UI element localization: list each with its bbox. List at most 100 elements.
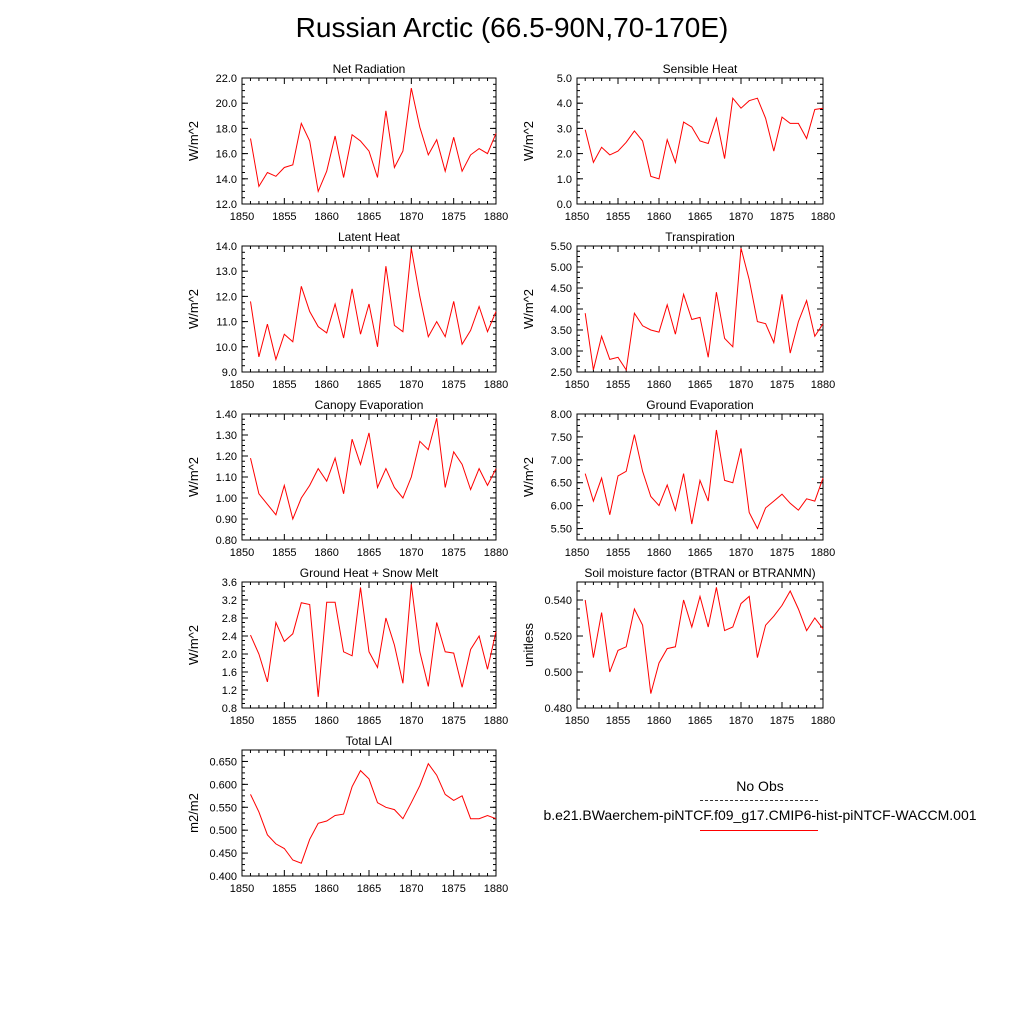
- y-tick-label: 2.8: [222, 613, 237, 625]
- y-tick-label: 0.600: [209, 779, 237, 791]
- x-tick-label: 1855: [606, 211, 630, 223]
- x-tick-label: 1875: [441, 547, 465, 559]
- y-tick-label: 6.00: [551, 501, 572, 513]
- legend-model-line: [700, 830, 818, 831]
- x-tick-label: 1850: [565, 547, 589, 559]
- x-tick-label: 1865: [688, 211, 712, 223]
- x-tick-label: 1865: [357, 715, 381, 727]
- y-tick-label: 9.0: [222, 367, 237, 379]
- y-tick-label: 2.4: [222, 631, 237, 643]
- y-axis-label: W/m^2: [521, 289, 536, 329]
- y-tick-label: 4.50: [551, 283, 572, 295]
- panel-title: Transpiration: [665, 230, 735, 244]
- series-line: [250, 87, 497, 194]
- x-tick-label: 1850: [230, 547, 254, 559]
- y-tick-label: 0.550: [209, 802, 237, 814]
- y-tick-label: 5.50: [551, 241, 572, 253]
- panel-5: Canopy Evaporation W/m^2 1850 1855 1860 1865 1…: [186, 398, 508, 559]
- series-line: [250, 248, 497, 362]
- y-tick-label: 0.650: [209, 756, 237, 768]
- x-tick-label: 1865: [357, 211, 381, 223]
- y-tick-label: 20.0: [216, 98, 237, 110]
- panel-title: Net Radiation: [333, 62, 406, 76]
- y-tick-label: 5.00: [551, 262, 572, 274]
- x-tick-label: 1860: [647, 211, 671, 223]
- x-tick-label: 1875: [441, 883, 465, 895]
- y-tick-label: 3.2: [222, 595, 237, 607]
- x-tick-label: 1880: [811, 547, 835, 559]
- y-axis-label: W/m^2: [186, 625, 201, 665]
- x-tick-label: 1855: [272, 883, 296, 895]
- x-tick-label: 1870: [399, 211, 423, 223]
- y-tick-label: 3.50: [551, 325, 572, 337]
- figure-title: Russian Arctic (66.5-90N,70-170E): [295, 12, 729, 43]
- y-tick-label: 1.10: [216, 472, 237, 484]
- y-tick-label: 0.500: [209, 825, 237, 837]
- y-axis-label: W/m^2: [186, 457, 201, 497]
- x-tick-label: 1850: [230, 379, 254, 391]
- x-tick-label: 1865: [357, 379, 381, 391]
- x-tick-label: 1870: [729, 379, 753, 391]
- x-tick-label: 1870: [399, 547, 423, 559]
- x-tick-label: 1870: [729, 211, 753, 223]
- x-tick-label: 1850: [565, 211, 589, 223]
- panel-4: Transpiration W/m^2 1850 1855 1860 1865 1870 18…: [521, 230, 835, 391]
- x-tick-label: 1875: [441, 715, 465, 727]
- y-tick-label: 3.0: [557, 123, 572, 135]
- x-tick-label: 1880: [811, 379, 835, 391]
- y-tick-label: 7.00: [551, 455, 572, 467]
- x-tick-label: 1855: [272, 715, 296, 727]
- x-tick-label: 1870: [399, 379, 423, 391]
- y-tick-label: 1.2: [222, 685, 237, 697]
- panel-title: Sensible Heat: [663, 62, 738, 76]
- x-tick-label: 1870: [399, 883, 423, 895]
- panel-frame: [241, 77, 497, 205]
- y-tick-label: 0.450: [209, 848, 237, 860]
- panel-title: Soil moisture factor (BTRAN or BTRANMN): [584, 566, 815, 580]
- x-tick-label: 1865: [688, 715, 712, 727]
- x-tick-label: 1855: [272, 379, 296, 391]
- x-tick-label: 1855: [606, 715, 630, 727]
- legend: No Obs b.e21.BWaerchem-piNTCF.f09_g17.CM…: [530, 778, 990, 838]
- x-tick-label: 1865: [688, 379, 712, 391]
- panel-2: Sensible Heat W/m^2 1850 1855 1860 1865 1870 18…: [521, 62, 835, 223]
- y-axis-label: m2/m2: [186, 793, 201, 833]
- x-tick-label: 1870: [729, 547, 753, 559]
- x-tick-label: 1855: [272, 211, 296, 223]
- y-tick-label: 16.0: [216, 149, 237, 161]
- y-axis-label: W/m^2: [186, 121, 201, 161]
- panel-frame: [576, 245, 824, 373]
- x-tick-label: 1850: [230, 715, 254, 727]
- y-tick-label: 4.00: [551, 304, 572, 316]
- panel-6: Ground Evaporation W/m^2 1850 1855 1860 1865 1…: [521, 398, 835, 559]
- y-tick-label: 1.20: [216, 451, 237, 463]
- y-tick-label: 14.0: [216, 174, 237, 186]
- x-tick-label: 1855: [606, 547, 630, 559]
- x-tick-label: 1865: [357, 547, 381, 559]
- y-tick-label: 14.0: [216, 241, 237, 253]
- panel-1: Net Radiation W/m^2 1850 1855 1860 1865 1870 18…: [186, 62, 508, 223]
- x-tick-label: 1880: [484, 211, 508, 223]
- panel-title: Ground Evaporation: [646, 398, 753, 412]
- y-tick-label: 7.50: [551, 432, 572, 444]
- x-tick-label: 1860: [314, 883, 338, 895]
- x-tick-label: 1875: [770, 211, 794, 223]
- y-tick-label: 10.0: [216, 342, 237, 354]
- y-tick-label: 2.0: [222, 649, 237, 661]
- y-tick-label: 3.00: [551, 346, 572, 358]
- y-tick-label: 12.0: [216, 291, 237, 303]
- y-tick-label: 2.0: [557, 149, 572, 161]
- series-line: [584, 429, 824, 530]
- x-tick-label: 1860: [314, 379, 338, 391]
- y-tick-label: 1.00: [216, 493, 237, 505]
- x-tick-label: 1850: [230, 883, 254, 895]
- legend-model-label: b.e21.BWaerchem-piNTCF.f09_g17.CMIP6-his…: [543, 807, 977, 823]
- y-tick-label: 0.400: [209, 871, 237, 883]
- x-tick-label: 1880: [484, 547, 508, 559]
- y-tick-label: 13.0: [216, 266, 237, 278]
- x-tick-label: 1850: [230, 211, 254, 223]
- legend-obs-line: [700, 800, 818, 801]
- panel-title: Latent Heat: [338, 230, 401, 244]
